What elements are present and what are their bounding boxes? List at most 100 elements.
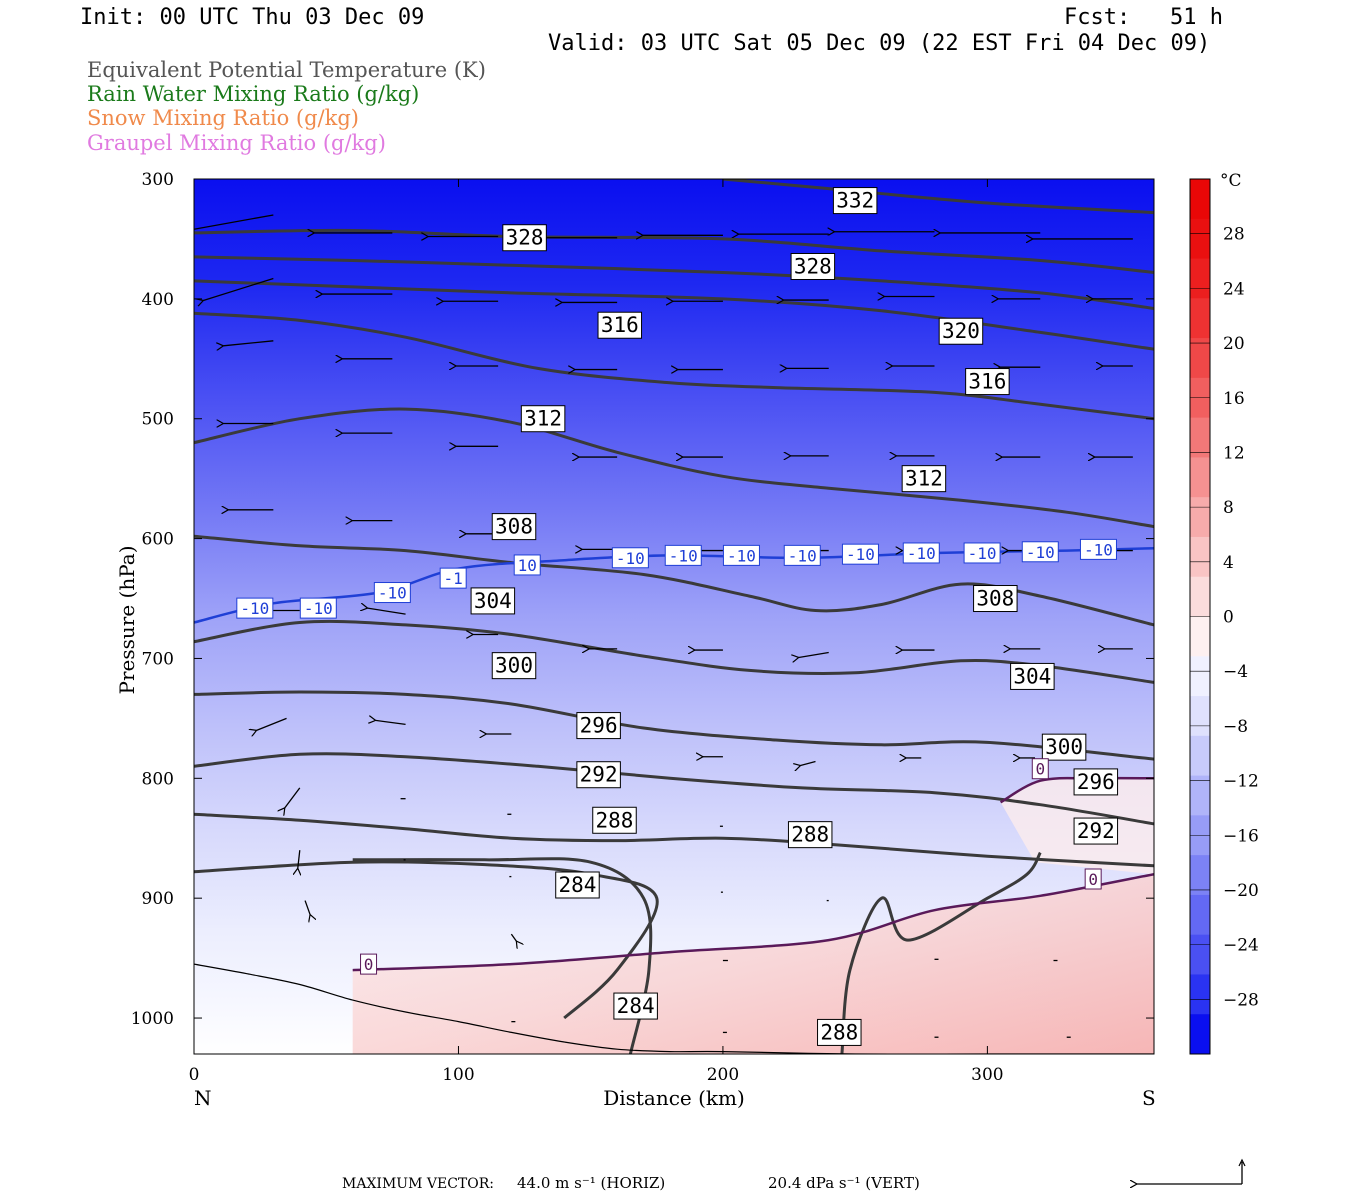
isotherm-label: -10 bbox=[299, 597, 337, 619]
legend-snow: Snow Mixing Ratio (g/kg) bbox=[87, 106, 359, 130]
colorbar-swatch bbox=[1190, 457, 1210, 498]
colorbar-tick-label: 0 bbox=[1223, 608, 1234, 628]
plot-frame bbox=[193, 178, 1155, 1055]
theta-e-label: 300 bbox=[1041, 733, 1087, 761]
svg-text:328: 328 bbox=[506, 226, 544, 250]
theta-e-label: 288 bbox=[592, 806, 637, 834]
x-tick-label: 300 bbox=[971, 1065, 1003, 1085]
isotherm-label: 10 bbox=[513, 554, 541, 576]
theta-e-label: 296 bbox=[1073, 768, 1119, 796]
wind-vector bbox=[298, 850, 300, 868]
svg-text:300: 300 bbox=[1045, 735, 1083, 759]
y-tick-label: 300 bbox=[142, 170, 174, 190]
max-vector-label: MAXIMUM VECTOR: bbox=[342, 1176, 494, 1192]
theta-e-label: 296 bbox=[576, 712, 621, 740]
svg-text:-10: -10 bbox=[846, 545, 875, 564]
svg-text:10: 10 bbox=[518, 556, 537, 575]
theta-e-contour-332 bbox=[722, 179, 1154, 215]
y-tick-label: 500 bbox=[142, 410, 174, 430]
max-vector-vert: 20.4 dPa s⁻¹ (VERT) bbox=[768, 1174, 920, 1192]
theta-e-label: 292 bbox=[576, 761, 621, 789]
isotherm-label: -10 bbox=[963, 542, 1001, 564]
colorbar-tick-label: −8 bbox=[1223, 717, 1248, 737]
svg-text:288: 288 bbox=[791, 823, 829, 847]
theta-e-contour-312 bbox=[194, 407, 1154, 529]
wind-vector bbox=[304, 900, 310, 915]
y-tick-label: 900 bbox=[142, 889, 174, 909]
svg-text:312: 312 bbox=[524, 407, 562, 431]
colorbar-swatch bbox=[1190, 576, 1210, 617]
isotherm-label: -10 bbox=[1021, 541, 1059, 563]
colorbar-swatch bbox=[1190, 536, 1210, 578]
isotherm-label: -10 bbox=[902, 542, 940, 564]
contour-labels: 332 328 328 316 320 316 312 312 308 304 308 300 304 2… bbox=[236, 187, 1119, 1046]
terrain-line bbox=[194, 963, 1154, 1054]
wind-vector bbox=[799, 651, 829, 657]
theta-e-label: 332 bbox=[832, 187, 878, 215]
colorbar-swatch bbox=[1190, 974, 1210, 1015]
svg-text:320: 320 bbox=[942, 319, 980, 343]
colorbar-tick-label: −20 bbox=[1223, 881, 1259, 901]
svg-text:0: 0 bbox=[364, 955, 374, 974]
x-axis-label: Distance (km) bbox=[603, 1086, 745, 1110]
wind-vector bbox=[376, 720, 406, 726]
theta-e-contour-308 bbox=[194, 534, 1154, 627]
theta-e-contour-288 bbox=[194, 860, 659, 1020]
theta-e-contour-300 bbox=[194, 690, 1154, 761]
terrain-line bbox=[194, 963, 1154, 1054]
colorbar-tick-label: −28 bbox=[1223, 990, 1259, 1010]
colorbar-swatch bbox=[1190, 497, 1210, 538]
isotherm-label: -1 bbox=[439, 567, 467, 589]
theta-e-contours bbox=[194, 179, 1154, 1054]
y-axis-label: Pressure (hPa) bbox=[115, 546, 139, 695]
colorbar-tick-label: −12 bbox=[1223, 772, 1259, 792]
theta-e-label: 328 bbox=[502, 224, 547, 252]
isotherm-label: -10 bbox=[1079, 538, 1117, 560]
theta-e-label: 304 bbox=[470, 587, 516, 615]
colorbar-swatch bbox=[1190, 775, 1210, 816]
colorbar-swatch bbox=[1190, 735, 1210, 777]
colorbar-tick-label: 20 bbox=[1223, 334, 1245, 354]
wind-vector bbox=[203, 277, 274, 300]
colorbar-swatch bbox=[1190, 855, 1210, 896]
colorbar-swatch bbox=[1190, 1014, 1210, 1055]
colorbar-swatch bbox=[1190, 656, 1210, 697]
theta-e-contour-288 bbox=[840, 851, 1042, 1054]
legend-rain-water: Rain Water Mixing Ratio (g/kg) bbox=[87, 82, 420, 106]
svg-text:-10: -10 bbox=[378, 584, 407, 603]
colorbar-swatch bbox=[1190, 696, 1210, 737]
svg-text:-10: -10 bbox=[727, 546, 756, 565]
svg-text:284: 284 bbox=[559, 873, 597, 897]
theta-e-label: 288 bbox=[817, 1018, 862, 1046]
svg-text:-10: -10 bbox=[240, 599, 269, 618]
theta-e-label: 312 bbox=[520, 405, 566, 433]
colorbar-swatch bbox=[1190, 338, 1210, 379]
y-tick-label: 400 bbox=[142, 290, 174, 310]
theta-e-label: 316 bbox=[597, 311, 643, 339]
wind-vector bbox=[285, 787, 301, 808]
y-tick-label: 600 bbox=[142, 530, 174, 550]
colorbar-tick-label: −4 bbox=[1223, 662, 1248, 682]
legend-theta-e: Equivalent Potential Temperature (K) bbox=[87, 58, 486, 82]
colorbar-tick-label: 4 bbox=[1223, 553, 1234, 573]
theta-e-contour-292 bbox=[194, 812, 1154, 868]
svg-text:-10: -10 bbox=[788, 546, 817, 565]
theta-e-label: 284 bbox=[555, 871, 600, 899]
svg-text:-10: -10 bbox=[968, 544, 997, 563]
svg-text:332: 332 bbox=[836, 189, 874, 213]
theta-e-label: 284 bbox=[613, 992, 658, 1020]
colorbar-swatch bbox=[1190, 298, 1210, 339]
colorbar: 28 24 20 16 12 8 4 0 −4 −8 −12 −16 −20 −24 −28 bbox=[1189, 178, 1259, 1055]
isotherm-label: -10 bbox=[236, 597, 274, 619]
svg-text:304: 304 bbox=[1013, 664, 1051, 688]
svg-text:300: 300 bbox=[495, 654, 533, 678]
x-tick-label: 200 bbox=[707, 1065, 739, 1085]
colorbar-tick-label: −24 bbox=[1223, 936, 1259, 956]
svg-text:296: 296 bbox=[580, 714, 618, 738]
colorbar-swatch bbox=[1190, 934, 1210, 975]
theta-e-label: 288 bbox=[787, 821, 833, 849]
colorbar-unit: °C bbox=[1220, 171, 1242, 191]
isotherm-label: -10 bbox=[783, 544, 821, 566]
